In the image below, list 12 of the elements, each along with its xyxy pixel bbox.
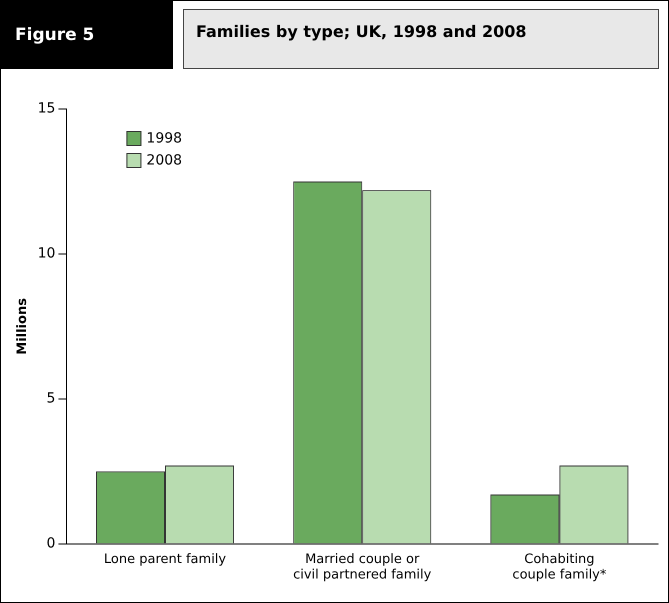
caption: Figure 5 [1, 1, 173, 69]
x-tick-label: Lone parent family [104, 552, 226, 567]
y-tick-label: 15 [38, 100, 56, 117]
y-tick-label: 10 [38, 246, 56, 262]
x-tick-label: Married couple or civil partnered family [293, 552, 432, 583]
y-tick-label: 5 [46, 390, 56, 407]
y-axis-title: Millions [15, 298, 30, 355]
legend-label: 1998 [146, 130, 182, 147]
x-tick-label: Cohabiting couple family* [512, 552, 607, 583]
chart-title: Families by type; UK, 1998 and 2008 [183, 9, 659, 69]
y-tick-label: 0 [46, 535, 56, 552]
legend-label: 2008 [146, 152, 182, 169]
